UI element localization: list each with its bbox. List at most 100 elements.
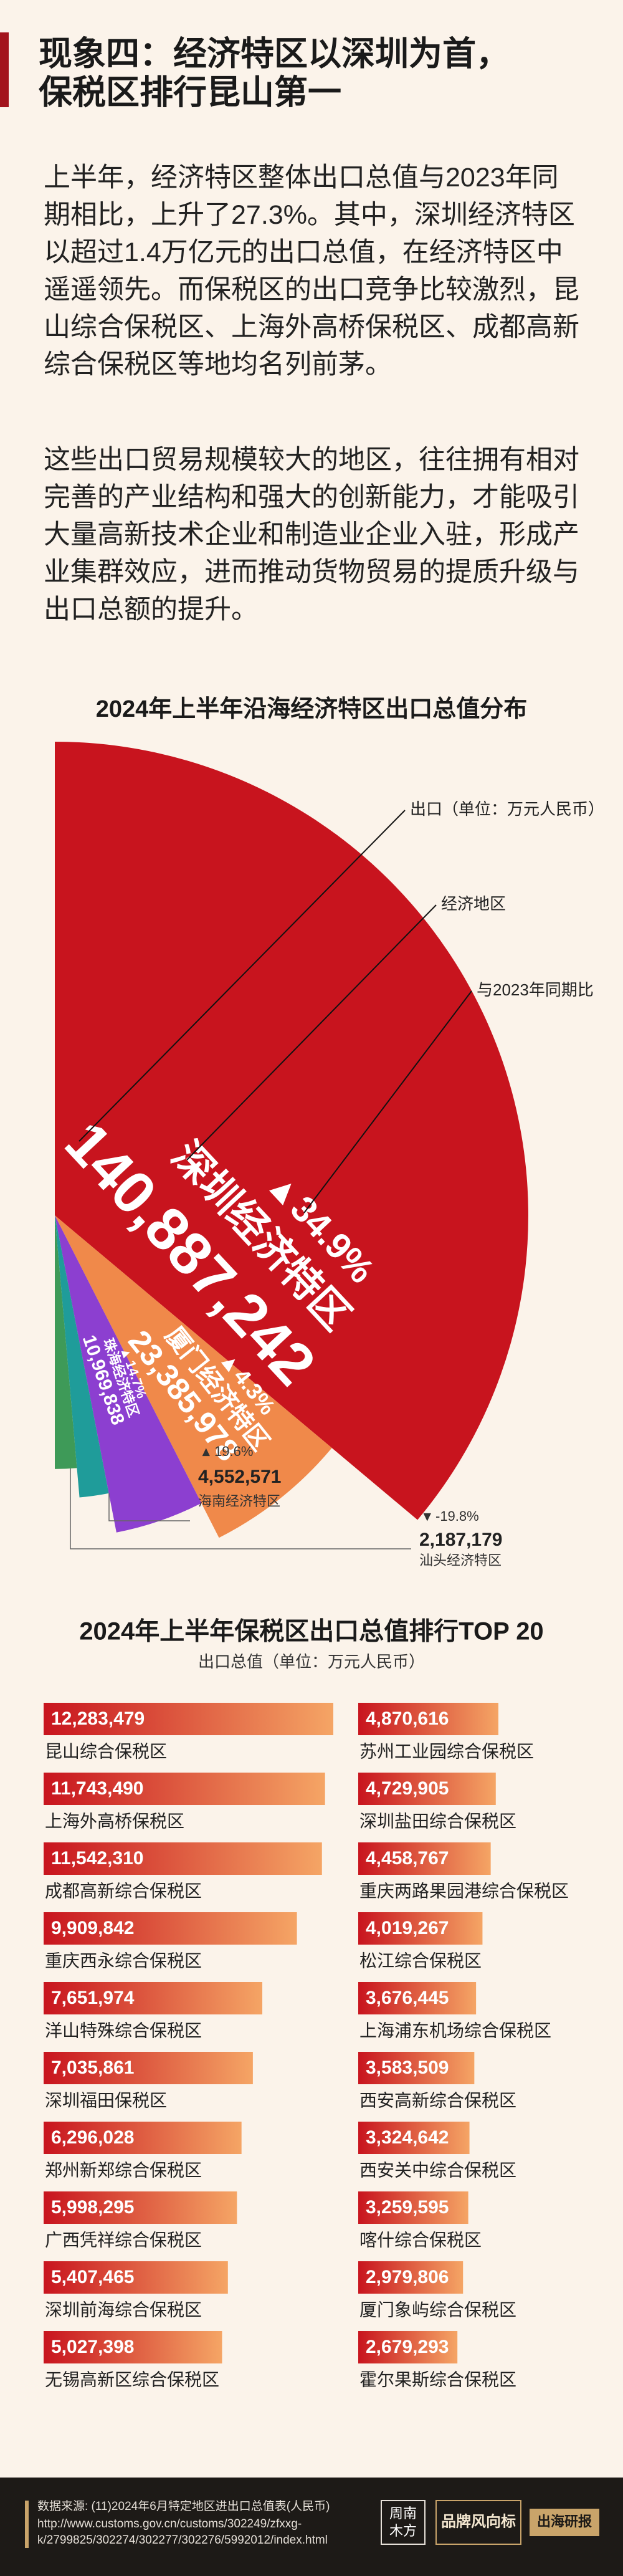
value-label: 5,027,398 bbox=[51, 2337, 134, 2357]
value-label: 5,998,295 bbox=[51, 2197, 134, 2218]
bar bbox=[44, 1773, 325, 1805]
value-label: 3,676,445 bbox=[366, 1988, 449, 2008]
category-label: 海南经济特区 bbox=[198, 1493, 280, 1509]
title-accent bbox=[0, 32, 9, 107]
page-title: 保税区排行昆山第一 bbox=[39, 74, 341, 111]
value-label: 9,909,842 bbox=[51, 1918, 134, 1938]
bar bbox=[44, 1982, 263, 2014]
bar bbox=[44, 2261, 228, 2294]
category-label: 上海外高桥保税区 bbox=[45, 1811, 184, 1831]
chart-title: 2024年上半年沿海经济特区出口总值分布 bbox=[96, 696, 528, 722]
category-label: 昆山综合保税区 bbox=[45, 1741, 167, 1761]
value-label: 4,870,616 bbox=[366, 1708, 449, 1729]
logo-frame bbox=[435, 2500, 521, 2545]
annotation: 经济地区 bbox=[441, 894, 506, 913]
callout-line bbox=[303, 990, 472, 1214]
category-label: 成都高新综合保税区 bbox=[45, 1881, 202, 1900]
leader-line bbox=[70, 1468, 411, 1549]
change-arrow bbox=[202, 1448, 210, 1457]
bar bbox=[358, 2191, 468, 2224]
logo-text: 品牌风向标 bbox=[441, 2512, 516, 2530]
category-label: 喀什综合保税区 bbox=[359, 2230, 482, 2249]
category-label: 霍尔果斯综合保税区 bbox=[359, 2370, 516, 2389]
change-label: 19.6% bbox=[214, 1444, 253, 1459]
logo-frame bbox=[381, 2500, 426, 2545]
bar bbox=[358, 1773, 496, 1805]
annotation: 出口（单位：万元人民币） bbox=[410, 800, 604, 818]
bar bbox=[44, 2122, 242, 2154]
category-label: 上海浦东机场综合保税区 bbox=[359, 2021, 551, 2040]
paragraph: 上半年，经济特区整体出口总值与2023年同期相比，上升了27.3%。其中，深圳经… bbox=[44, 163, 579, 380]
change-arrow bbox=[269, 1184, 292, 1205]
rose-sector bbox=[55, 742, 528, 1520]
category-label: 无锡高新区综合保税区 bbox=[45, 2370, 219, 2389]
source-text: http://www.customs.gov.cn/customs/302249… bbox=[37, 2517, 302, 2531]
paragraph: 这些出口贸易规模较大的地区，往往拥有相对完善的产业结构和强大的创新能力，才能吸引… bbox=[44, 445, 579, 625]
logo-text: 出海研报 bbox=[537, 2514, 592, 2529]
value-label: 3,583,509 bbox=[366, 2057, 449, 2078]
bar bbox=[358, 2331, 458, 2363]
rose-sector bbox=[55, 1215, 332, 1538]
bar bbox=[358, 2122, 470, 2154]
footer-band bbox=[0, 2478, 623, 2576]
value-label: 11,542,310 bbox=[51, 1848, 144, 1869]
leader-line bbox=[108, 1493, 190, 1521]
value-label: 5,407,465 bbox=[51, 2267, 134, 2287]
category-label: 郑州新郑综合保税区 bbox=[45, 2160, 202, 2180]
bar bbox=[358, 1912, 483, 1945]
value-label: 7,651,974 bbox=[51, 1988, 135, 2008]
value-label: 3,324,642 bbox=[366, 2127, 449, 2148]
change-arrow bbox=[221, 1359, 235, 1372]
category-label: 西安关中综合保税区 bbox=[359, 2160, 516, 2180]
category-label: 汕头经济特区 bbox=[419, 1553, 502, 1568]
category-label: 苏州工业园综合保税区 bbox=[359, 1741, 534, 1761]
bar bbox=[358, 1842, 491, 1875]
value-label: 3,259,595 bbox=[366, 2197, 449, 2218]
value-label: 6,296,028 bbox=[51, 2127, 134, 2148]
rose-sector bbox=[55, 1215, 202, 1533]
bar bbox=[358, 1982, 477, 2014]
bar bbox=[44, 2331, 222, 2363]
logo-text: 周南 bbox=[389, 2506, 417, 2521]
category-label: 广西凭祥综合保税区 bbox=[45, 2230, 202, 2249]
value-label: 7,035,861 bbox=[51, 2057, 134, 2078]
change-arrow bbox=[423, 1513, 431, 1521]
value-label: 2,187,179 bbox=[419, 1530, 502, 1550]
category-label: 深圳前海综合保税区 bbox=[45, 2300, 202, 2319]
value-label: 4,019,267 bbox=[366, 1918, 449, 1938]
bar bbox=[358, 2261, 464, 2294]
annotation: 与2023年同期比 bbox=[477, 980, 594, 999]
category-label: 深圳盐田综合保税区 bbox=[359, 1811, 516, 1831]
page-title: 现象四：经济特区以深圳为首， bbox=[39, 35, 510, 72]
value-label: 2,979,806 bbox=[366, 2267, 449, 2287]
logo-text: 木方 bbox=[389, 2523, 417, 2539]
category-label: 深圳福田保税区 bbox=[45, 2090, 167, 2110]
change-label: -19.8% bbox=[435, 1508, 479, 1524]
bar bbox=[44, 1842, 322, 1875]
category-label: 松江综合保税区 bbox=[359, 1951, 482, 1970]
category-label: 重庆两路果园港综合保税区 bbox=[359, 1881, 569, 1900]
value-label: 2,679,293 bbox=[366, 2337, 449, 2357]
value-label: 4,729,905 bbox=[366, 1778, 449, 1799]
bar bbox=[358, 1703, 498, 1735]
bar bbox=[44, 1912, 297, 1945]
chart-subtitle: 出口总值（单位：万元人民币） bbox=[198, 1652, 425, 1671]
source-text: k/2799825/302274/302277/302276/5992012/i… bbox=[37, 2534, 328, 2547]
callout-line bbox=[78, 810, 406, 1142]
bar bbox=[358, 2052, 475, 2084]
bar bbox=[44, 2191, 237, 2224]
callout-line bbox=[186, 904, 437, 1161]
value-label: 4,552,571 bbox=[198, 1467, 281, 1487]
category-label: 洋山特殊综合保税区 bbox=[45, 2021, 202, 2040]
value-label: 11,743,490 bbox=[51, 1778, 144, 1799]
footer-marker bbox=[25, 2501, 29, 2548]
bar bbox=[44, 1703, 333, 1735]
logo-frame bbox=[530, 2509, 599, 2536]
chart-title: 2024年上半年保税区出口总值排行TOP 20 bbox=[79, 1618, 543, 1645]
value-label: 4,458,767 bbox=[366, 1848, 449, 1869]
value-label: 12,283,479 bbox=[51, 1708, 145, 1729]
rose-sector bbox=[55, 1215, 109, 1498]
change-arrow bbox=[121, 1351, 130, 1359]
